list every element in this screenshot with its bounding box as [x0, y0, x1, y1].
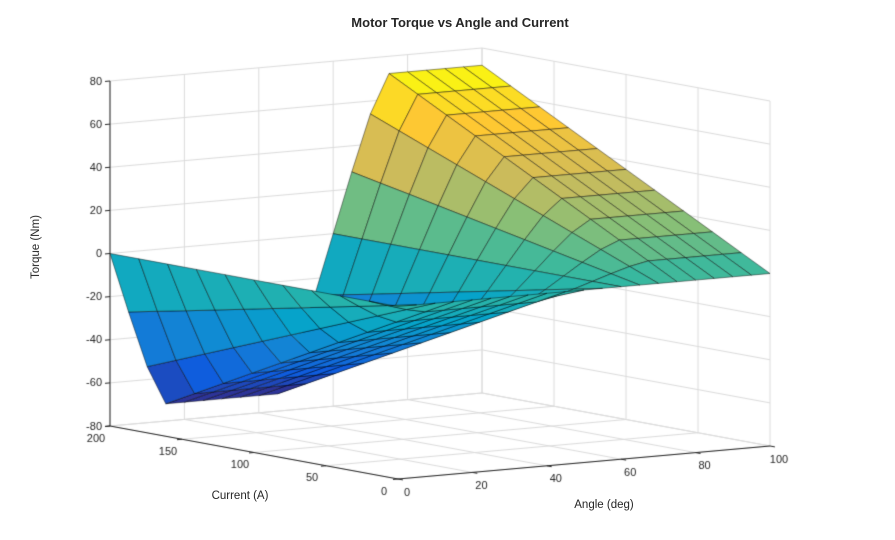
y-axis-label-current: Current (A)	[211, 490, 269, 502]
z-axis-label-torque: Torque (Nm)	[30, 215, 42, 279]
x-axis-label-angle: Angle (deg)	[574, 499, 634, 511]
chart-title: Motor Torque vs Angle and Current	[351, 15, 569, 30]
